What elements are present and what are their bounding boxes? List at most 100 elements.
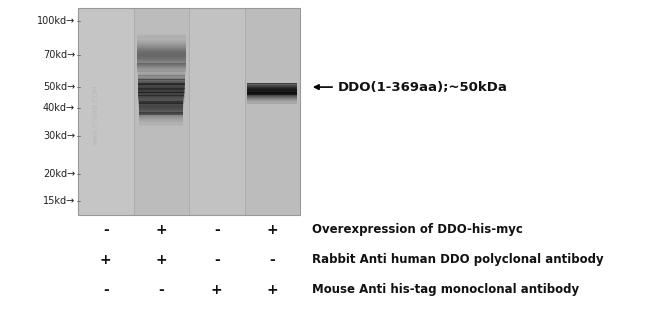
Bar	[138, 87, 185, 88]
Bar	[247, 101, 297, 102]
Bar	[138, 82, 185, 83]
Bar	[247, 89, 297, 90]
Bar	[138, 70, 185, 71]
Bar	[137, 68, 186, 70]
Bar	[139, 119, 183, 120]
Bar	[138, 100, 185, 101]
Bar	[139, 97, 183, 98]
Bar	[138, 83, 185, 84]
Bar	[137, 39, 186, 40]
Bar	[138, 81, 185, 82]
Bar	[138, 85, 185, 86]
Bar	[137, 51, 186, 52]
Bar	[139, 116, 183, 117]
Bar	[139, 111, 183, 113]
Bar	[138, 89, 185, 90]
Bar	[139, 89, 183, 91]
Text: 20kd→: 20kd→	[43, 169, 75, 179]
Bar	[247, 97, 297, 98]
Bar	[137, 46, 186, 47]
Bar	[247, 92, 297, 93]
Bar	[137, 57, 186, 58]
Bar	[138, 84, 185, 85]
Bar	[138, 96, 185, 97]
Bar	[137, 53, 186, 54]
Text: www.PTGAB.COM: www.PTGAB.COM	[93, 85, 99, 145]
Bar	[137, 43, 186, 44]
Bar	[138, 102, 185, 103]
Bar	[138, 97, 185, 98]
Bar	[247, 98, 297, 99]
Bar	[138, 79, 185, 80]
Bar	[247, 88, 297, 89]
Bar	[247, 84, 297, 85]
Bar	[138, 74, 185, 76]
Bar	[139, 103, 183, 104]
Bar	[137, 47, 186, 48]
Bar	[139, 117, 183, 118]
Bar	[138, 92, 185, 93]
Bar	[247, 92, 297, 93]
Bar	[138, 86, 185, 87]
Bar	[247, 95, 297, 96]
Bar	[137, 66, 186, 68]
Bar	[138, 88, 185, 89]
Bar	[247, 87, 297, 88]
Bar	[133, 8, 189, 215]
Bar	[139, 121, 183, 122]
Text: Rabbit Anti human DDO polyclonal antibody: Rabbit Anti human DDO polyclonal antibod…	[312, 254, 604, 266]
Bar	[139, 100, 183, 101]
Bar	[138, 106, 185, 107]
Bar	[138, 103, 185, 104]
Bar	[139, 113, 183, 115]
Text: -: -	[103, 223, 109, 237]
Bar	[139, 111, 183, 112]
Bar	[138, 89, 185, 90]
Bar	[247, 93, 297, 94]
Bar	[139, 90, 183, 92]
Bar	[139, 93, 183, 94]
Bar	[139, 109, 183, 110]
Text: DDO(1-369aa);~50kDa: DDO(1-369aa);~50kDa	[338, 81, 508, 94]
Bar	[138, 81, 185, 82]
Bar	[138, 104, 185, 105]
Bar	[139, 115, 183, 116]
Text: 50kd→: 50kd→	[43, 82, 75, 92]
Bar	[137, 67, 186, 69]
Bar	[138, 99, 185, 100]
Bar	[247, 86, 297, 87]
Bar	[137, 40, 186, 41]
Bar	[138, 78, 185, 79]
Bar	[138, 85, 185, 86]
Bar	[139, 106, 183, 107]
Bar	[137, 36, 186, 38]
Bar	[137, 50, 186, 51]
Bar	[138, 94, 185, 95]
Bar	[247, 90, 297, 91]
Text: +: +	[100, 253, 112, 267]
Bar	[138, 95, 185, 96]
Bar	[138, 79, 185, 80]
Bar	[138, 83, 185, 84]
Text: Overexpression of DDO-his-myc: Overexpression of DDO-his-myc	[312, 224, 523, 237]
Bar	[189, 8, 244, 215]
Bar	[139, 123, 183, 124]
Text: -: -	[159, 283, 164, 297]
Bar	[139, 100, 183, 102]
Bar	[138, 86, 185, 87]
Bar	[138, 71, 185, 72]
Bar	[139, 99, 183, 100]
Bar	[138, 99, 185, 100]
Bar	[139, 118, 183, 119]
Bar	[137, 71, 186, 72]
Bar	[138, 94, 185, 95]
Bar	[137, 49, 186, 50]
Bar	[247, 85, 297, 86]
Text: +: +	[211, 283, 222, 297]
Bar	[138, 93, 185, 94]
Bar	[138, 76, 185, 77]
Bar	[139, 98, 183, 99]
Bar	[138, 77, 185, 78]
Text: -: -	[214, 223, 220, 237]
Bar	[139, 96, 183, 97]
